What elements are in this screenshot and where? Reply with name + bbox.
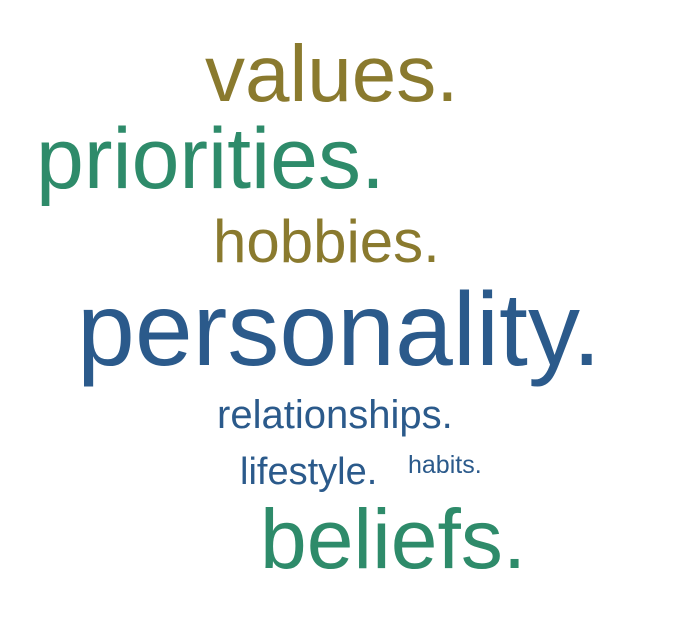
word-habits: habits. bbox=[408, 451, 482, 479]
word-personality: personality. bbox=[77, 272, 602, 388]
word-hobbies: hobbies. bbox=[213, 208, 440, 275]
word-values: values. bbox=[205, 29, 459, 118]
word-relationships: relationships. bbox=[217, 393, 453, 437]
word-lifestyle: lifestyle. bbox=[240, 451, 378, 493]
word-beliefs: beliefs. bbox=[260, 492, 527, 586]
word-priorities: priorities. bbox=[36, 111, 385, 207]
